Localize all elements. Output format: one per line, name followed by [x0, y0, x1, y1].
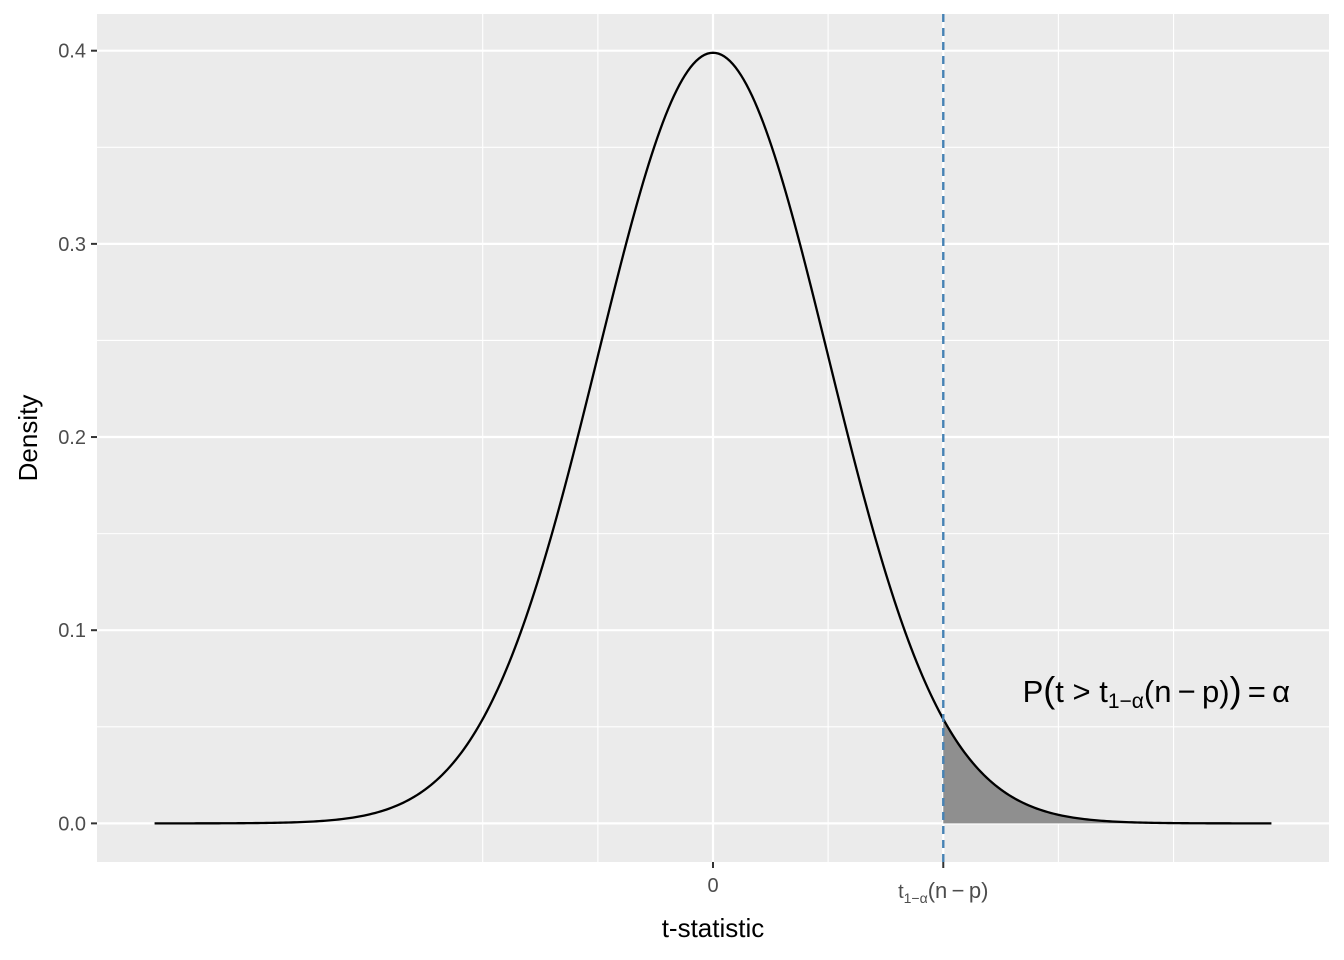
x-axis-title: t-statistic	[662, 913, 765, 943]
rejection-region	[943, 719, 1272, 824]
y-tick-label: 0.1	[58, 620, 86, 642]
annotation-open-paren: (	[1043, 669, 1055, 710]
x-tick-critical-main: t	[898, 881, 904, 903]
annotation: P(t > t1−α(n − p)) = α	[1023, 669, 1291, 713]
y-axis-ticks: 0.0 0.1 0.2 0.3 0.4	[58, 41, 97, 835]
density-curve	[154, 51, 1272, 825]
y-tick-label: 0.0	[58, 813, 86, 835]
y-tick-label: 0.3	[58, 234, 86, 256]
annotation-close-paren: )	[1230, 669, 1242, 710]
annotation-t-gt: t > t	[1055, 674, 1108, 709]
x-tick-critical-rest: (n − p)	[928, 878, 989, 903]
x-tick-label-critical: t1−α(n − p)	[898, 878, 988, 906]
y-tick-label: 0.4	[58, 41, 86, 63]
x-tick-critical-sub: 1−α	[904, 890, 928, 906]
annotation-prefix: P	[1023, 674, 1044, 709]
y-tick-label: 0.2	[58, 427, 86, 449]
annotation-equals: = α	[1242, 674, 1291, 709]
x-axis-ticks: 0	[707, 862, 945, 897]
annotation-rest: (n − p)	[1144, 674, 1230, 709]
y-axis-title: Density	[13, 395, 43, 482]
x-tick-label: 0	[707, 875, 718, 897]
annotation-sub: 1−α	[1108, 690, 1144, 713]
